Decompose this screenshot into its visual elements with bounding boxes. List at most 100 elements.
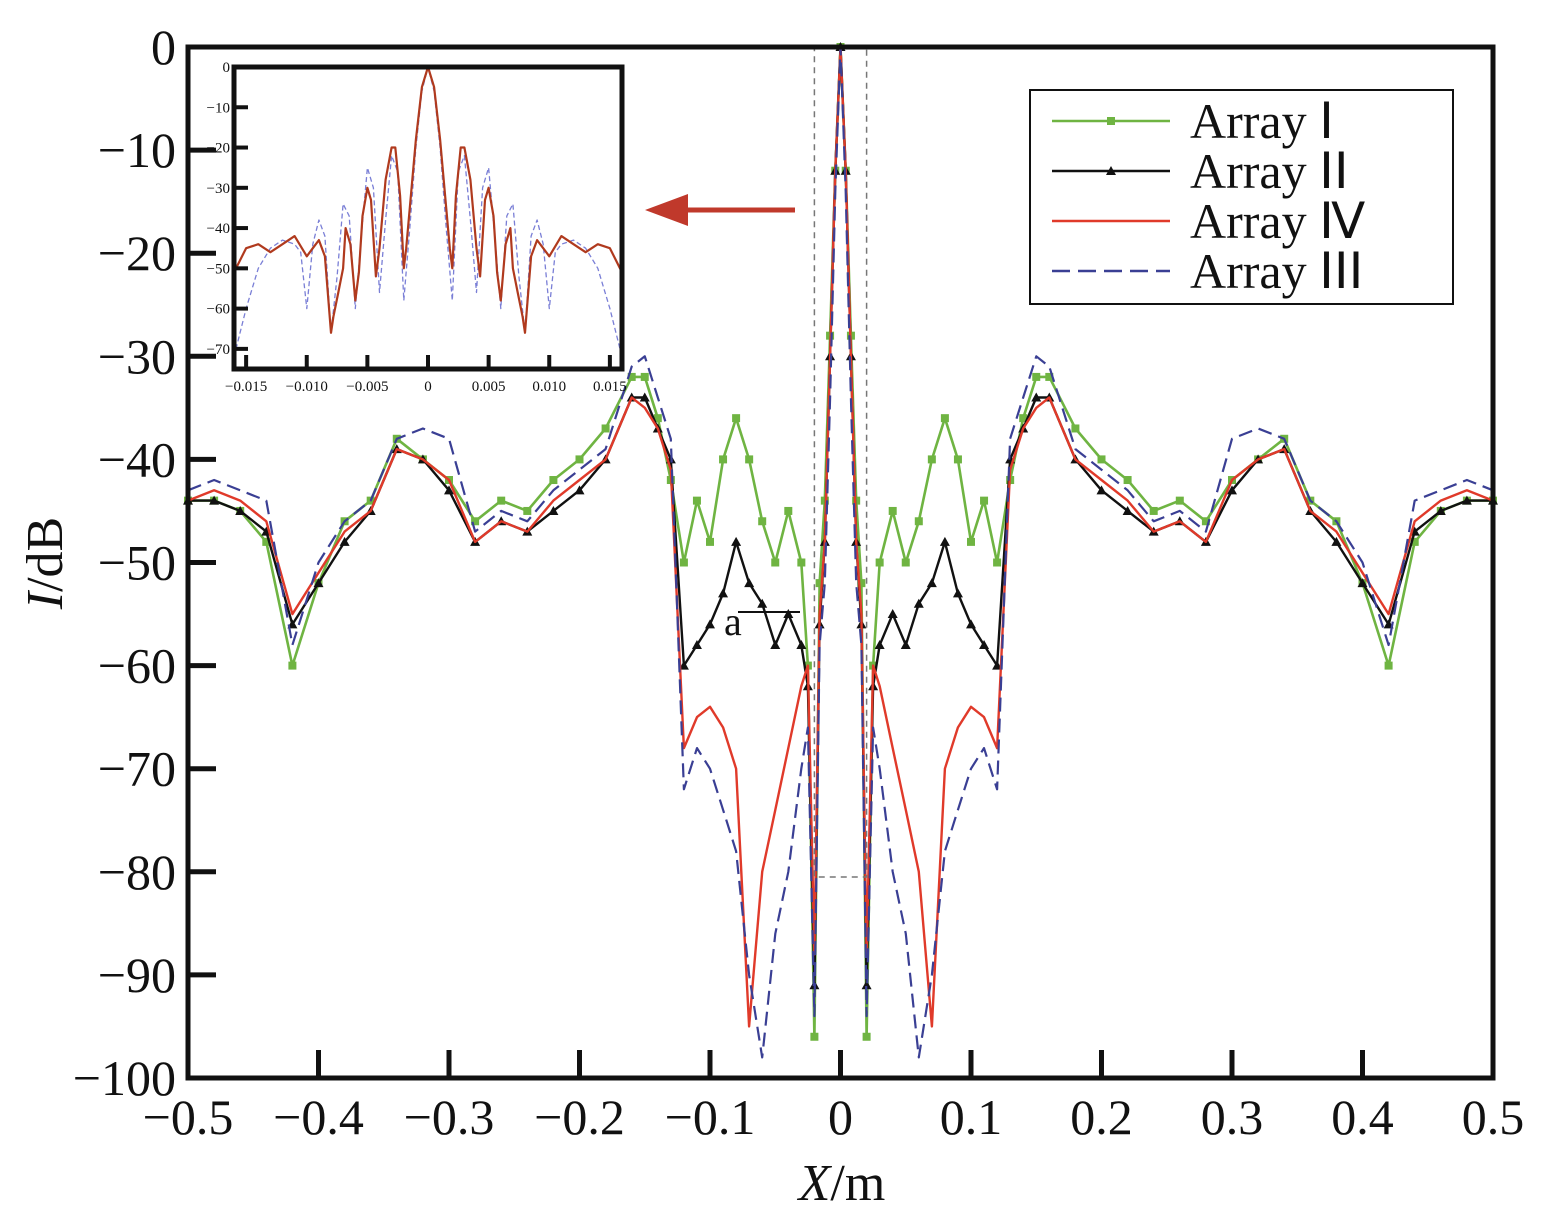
y-tick-label: −90 xyxy=(98,947,176,1003)
series-2-marker xyxy=(313,578,324,588)
legend-label-2: Array ⅠⅠ xyxy=(1190,143,1349,199)
series-1-marker xyxy=(497,496,506,505)
series-2-marker xyxy=(705,619,715,629)
legend-box xyxy=(1029,89,1454,305)
y-tick-label: −50 xyxy=(98,535,176,591)
zoom-region-box xyxy=(813,46,868,878)
series-2-marker xyxy=(1031,392,1042,402)
series-1-marker xyxy=(1201,517,1210,526)
series-1-marker xyxy=(784,506,793,515)
series-2-marker xyxy=(796,639,807,649)
annotation-a: a xyxy=(724,599,742,644)
series-1-marker xyxy=(875,558,884,567)
series-2-marker xyxy=(574,485,585,495)
inset-tick-labels-group: −0.015 −0.010 −0.005 0 0.005 0.010 0.015 0 −10 −2… xyxy=(207,60,627,395)
series-1-marker xyxy=(1019,414,1028,423)
y-tick-label: −80 xyxy=(98,844,176,900)
series-2-marker xyxy=(444,485,454,495)
x-axis-title: X/m xyxy=(797,1155,886,1212)
series-1-marker xyxy=(967,537,975,546)
series-1-marker xyxy=(679,558,688,567)
y-axis-title: I/dB xyxy=(17,517,74,610)
series-1-marker xyxy=(857,579,866,588)
series-2-marker xyxy=(744,578,755,588)
series-1-marker xyxy=(1032,372,1041,381)
series-2-marker xyxy=(952,588,963,598)
series-1-marker xyxy=(549,476,558,485)
inset-x-tick-label: −0.015 xyxy=(225,379,267,395)
inset-x-tick-label: −0.010 xyxy=(286,379,328,395)
x-tick-label: −0.1 xyxy=(665,1089,756,1145)
series-2-marker xyxy=(235,505,246,515)
series-2-marker xyxy=(1096,485,1107,495)
inset-x-tick-label: 0 xyxy=(424,379,432,395)
inset-y-tick-label: −20 xyxy=(207,141,230,157)
series-2-marker xyxy=(1227,485,1237,495)
y-tick-label: −20 xyxy=(98,225,176,281)
inset-y-tick-label: −50 xyxy=(207,261,230,277)
series-1-marker xyxy=(862,1032,871,1041)
series-1-marker xyxy=(1410,537,1419,546)
series-2-marker xyxy=(926,578,937,588)
inset-x-tick-label: 0.015 xyxy=(593,379,627,395)
y-tick-label: −30 xyxy=(98,328,176,384)
y-tick-label: 0 xyxy=(151,19,176,75)
series-1-marker xyxy=(640,372,649,381)
series-2-marker xyxy=(887,609,898,619)
series-2-marker xyxy=(548,505,559,515)
series-1-marker xyxy=(815,579,824,588)
series-1-marker xyxy=(1384,661,1393,670)
legend-label-3: Array Ⅳ xyxy=(1190,193,1365,249)
series-2-marker xyxy=(1461,495,1472,505)
series-2-marker xyxy=(900,639,911,649)
inset-y-tick-label: −40 xyxy=(207,221,230,237)
x-tick-label: −0.5 xyxy=(143,1089,234,1145)
legend-marker-1 xyxy=(1107,117,1115,125)
arrow-to-inset xyxy=(645,194,795,226)
inset-x-tick-label: −0.005 xyxy=(346,379,388,395)
series-2-marker xyxy=(1357,578,1368,588)
series-2-marker xyxy=(992,660,1003,670)
series-1-marker xyxy=(706,537,714,546)
series-1-marker xyxy=(1149,506,1158,515)
series-1-marker xyxy=(601,424,610,433)
y-tick-label: −10 xyxy=(98,122,176,178)
series-1-marker xyxy=(758,517,767,526)
series-1-marker xyxy=(888,506,897,515)
series-2-marker xyxy=(639,392,650,402)
y-tick-label: −40 xyxy=(98,431,176,487)
series-2-marker xyxy=(1435,505,1446,515)
y-tick-label: −60 xyxy=(98,638,176,694)
series-1-marker xyxy=(797,558,806,567)
inset-ticks-group xyxy=(234,65,612,369)
series-2-marker xyxy=(678,660,689,670)
series-2-marker xyxy=(861,980,872,990)
x-tick-label: 0.3 xyxy=(1201,1089,1264,1145)
series-1-marker xyxy=(627,372,636,381)
series-1-marker xyxy=(940,414,949,423)
series-2-marker xyxy=(1331,536,1342,546)
inset-x-tick-label: 0.005 xyxy=(472,379,506,395)
series-1-marker xyxy=(692,496,701,505)
inset-y-tick-label: −30 xyxy=(207,181,230,197)
series-1-marker xyxy=(745,455,754,464)
series-1-marker xyxy=(914,517,923,526)
main-ticks-group xyxy=(185,44,1496,1081)
series-1-marker xyxy=(927,455,936,464)
series-1-marker xyxy=(262,537,271,546)
inset-background xyxy=(234,67,622,369)
inset-y-tick-label: −10 xyxy=(207,100,230,116)
inset-y-tick-label: −70 xyxy=(207,342,230,358)
x-tick-label: −0.4 xyxy=(273,1089,364,1145)
x-tick-label: −0.3 xyxy=(404,1089,495,1145)
series-1-marker xyxy=(1097,455,1106,464)
legend-marker-2 xyxy=(1106,166,1116,175)
inset-x-tick-label: 0.010 xyxy=(532,379,566,395)
inset-zoom-chart: −0.015 −0.010 −0.005 0 0.005 0.010 0.015 0 −10 −2… xyxy=(207,60,627,395)
inset-y-tick-label: −60 xyxy=(207,302,230,318)
series-1-marker xyxy=(980,496,989,505)
inset-y-tick-label: 0 xyxy=(223,60,231,76)
